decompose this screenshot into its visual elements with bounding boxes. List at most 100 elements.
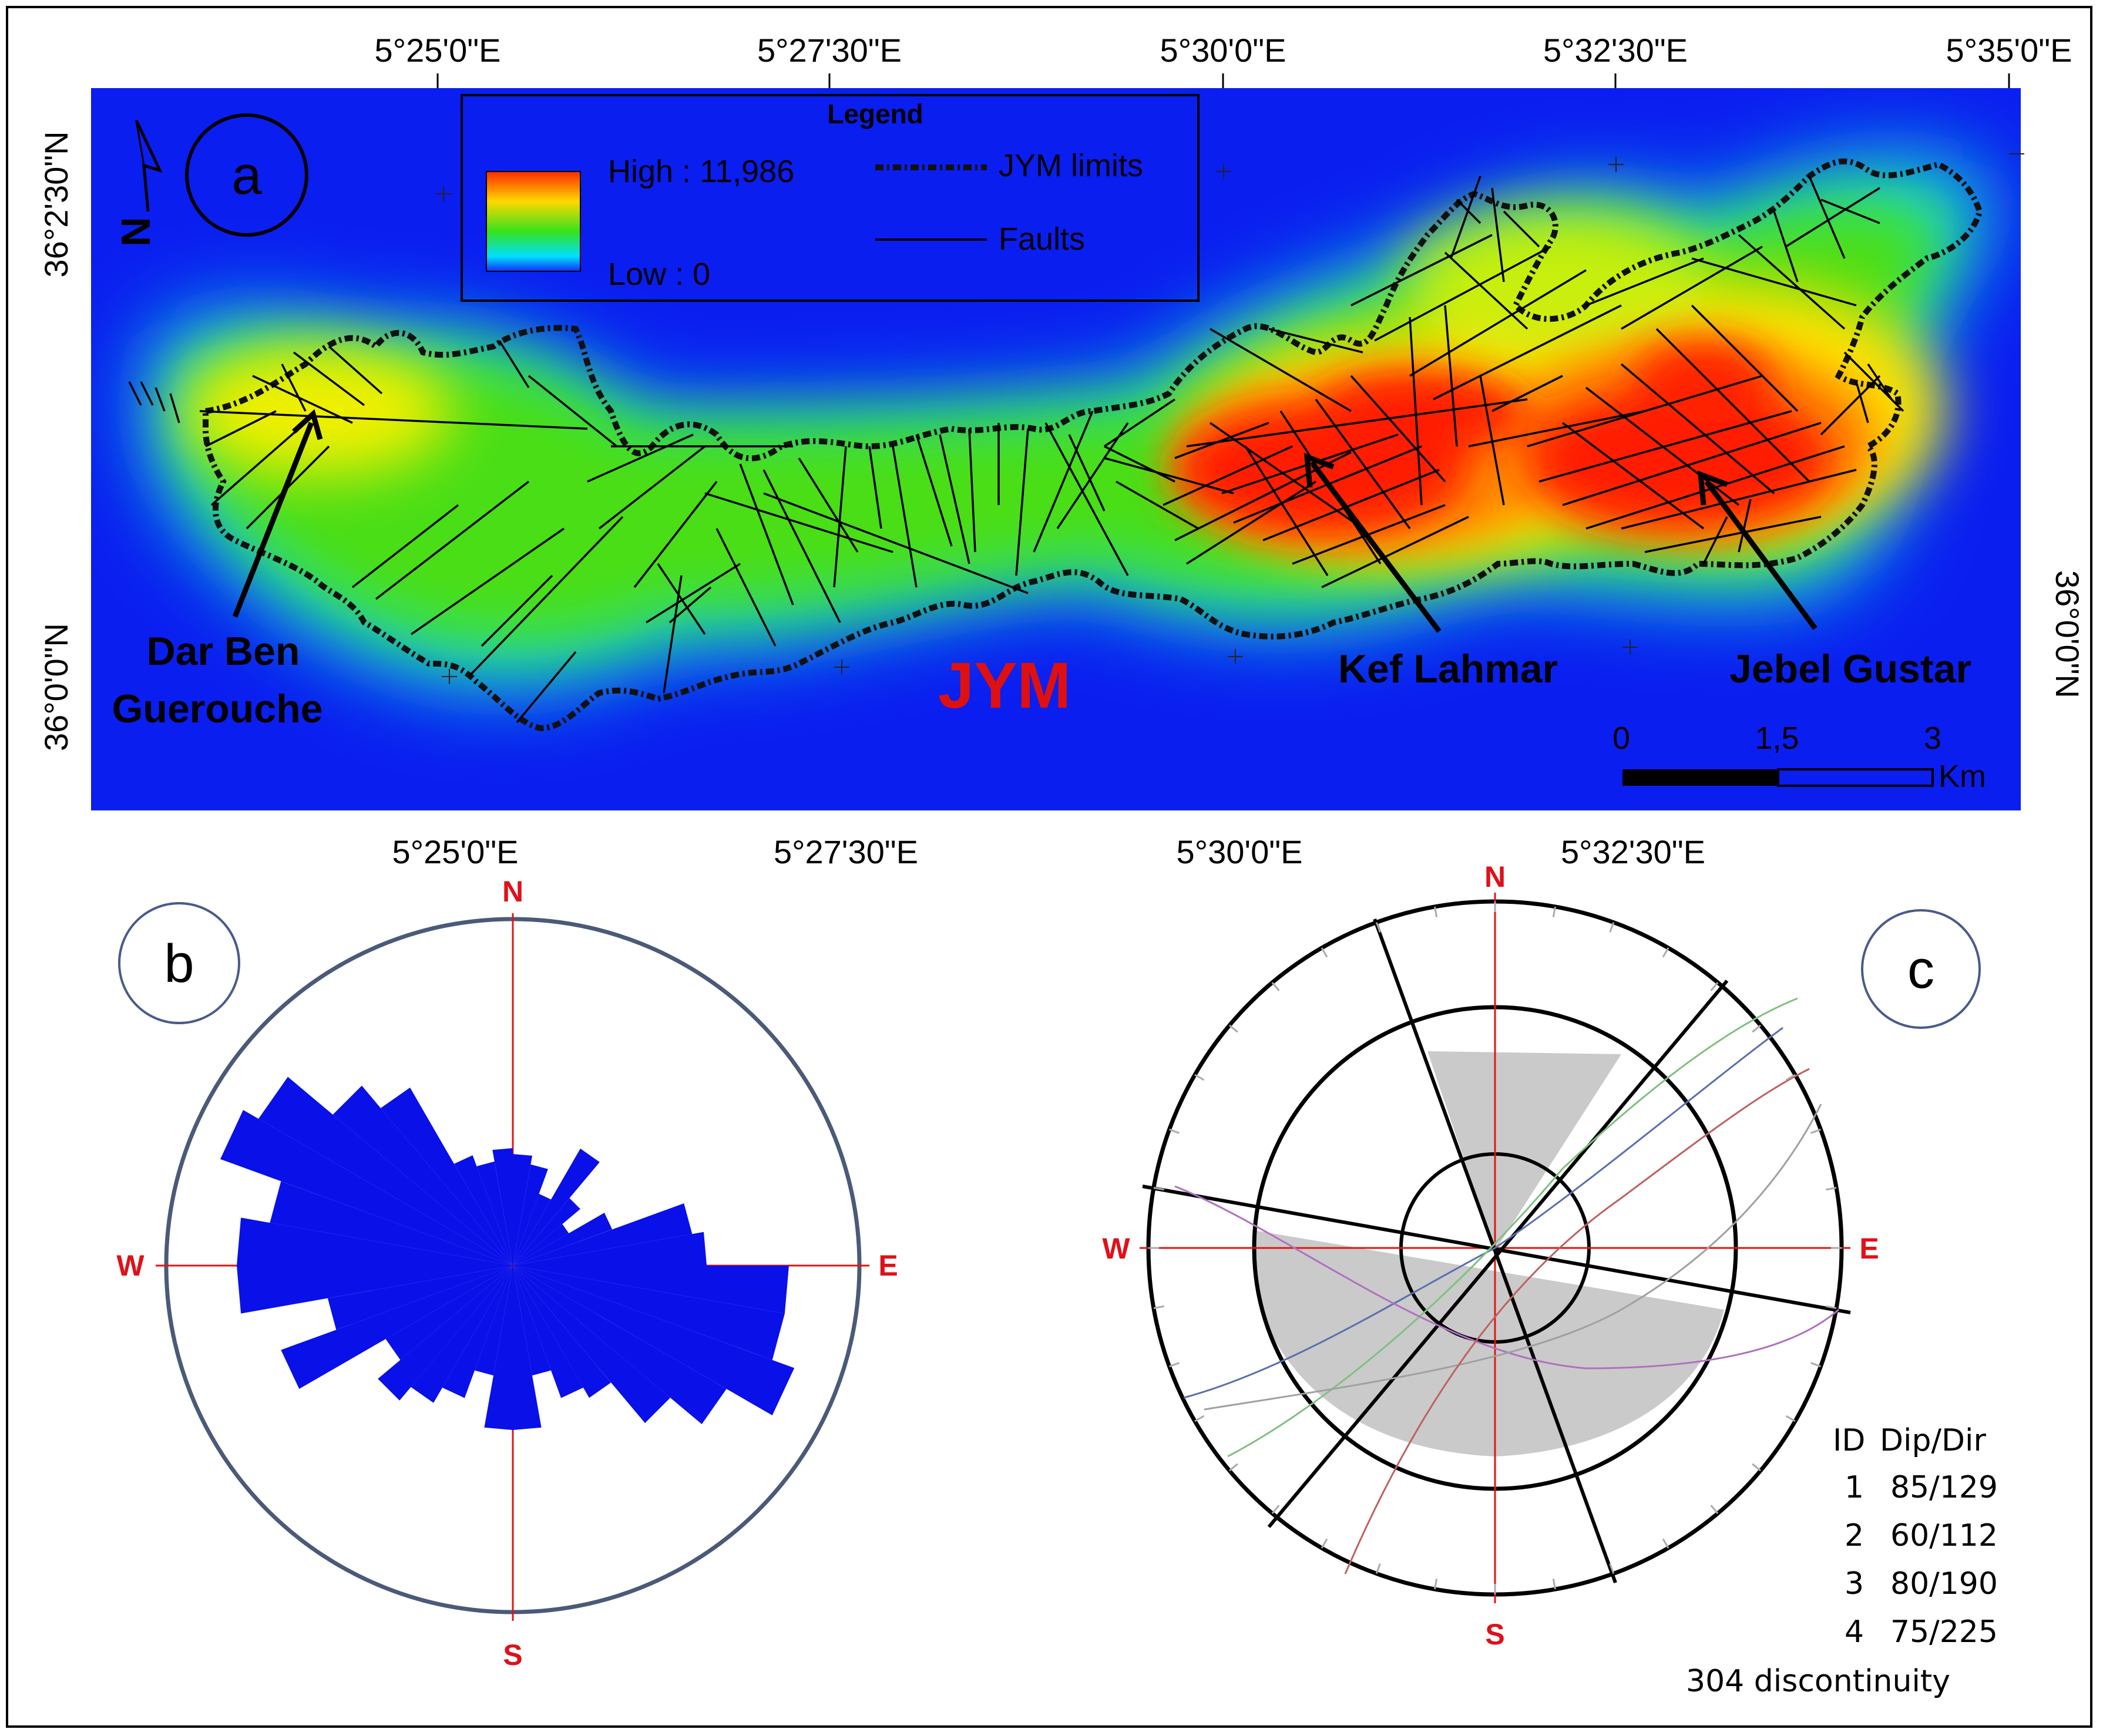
label-dar-ben: Dar Ben [147, 629, 300, 674]
legend: Legend High : 11,986 Low : 0 JYM limits … [461, 94, 1200, 302]
stereonet-tick [1609, 922, 1615, 933]
rose-petal [411, 1266, 513, 1403]
stereonet-tick [1153, 1187, 1164, 1191]
panel-b-circle [118, 902, 240, 1024]
table-footer: 304 discontinuity [1686, 1664, 1950, 1699]
rose-petal [513, 1266, 542, 1430]
svg-text:5°27'30"E: 5°27'30"E [757, 32, 902, 69]
rose-petal [492, 1148, 513, 1266]
coord-labels-left: 36°2'30"N 36°0'0"N [38, 131, 75, 751]
rose-petal [385, 1266, 513, 1360]
rose-petal [513, 1266, 612, 1398]
stereonet-tick [1785, 1074, 1796, 1081]
rose-petal [454, 1155, 513, 1266]
rose-petal [220, 1110, 513, 1266]
stereonet-tick [1752, 1463, 1761, 1472]
stereonet-tick [1375, 1563, 1381, 1574]
rose-petals [220, 1076, 795, 1430]
svg-text:5°25'0"E: 5°25'0"E [392, 833, 519, 870]
stereonet: N S W E [1102, 860, 1879, 1651]
stereonet-tick [1229, 1463, 1238, 1472]
rose-n: N [502, 875, 523, 908]
table-row-id: 1 [1845, 1470, 1864, 1505]
rose-petal [237, 1266, 513, 1314]
rose-petal [270, 1181, 513, 1266]
stereonet-tick [1710, 982, 1719, 991]
svg-text:N: N [113, 217, 159, 247]
legend-faults-label: Faults [999, 221, 1085, 257]
stereonet-tick [1194, 1074, 1205, 1081]
table-row-id: 2 [1845, 1518, 1864, 1553]
rose-petal [484, 1266, 513, 1430]
stereonet-tick [1609, 1563, 1615, 1574]
stereonet-tick [1375, 922, 1381, 933]
rose-petal [281, 1266, 513, 1389]
rose-petal [442, 1266, 513, 1398]
stereonet-tick [1153, 1305, 1164, 1309]
table-row-dipdir: 60/112 [1890, 1518, 1998, 1553]
stereonet-tick [1662, 1538, 1669, 1549]
rose-petal [513, 1266, 795, 1415]
rose-petal [513, 1266, 671, 1424]
table-row-dipdir: 75/225 [1890, 1614, 1998, 1650]
svg-text:5°30'0"E: 5°30'0"E [1160, 32, 1286, 69]
top-ticks [436, 73, 2010, 88]
stereonet-tick [1271, 1505, 1280, 1514]
stereonet-tick [1194, 1415, 1205, 1422]
rose-e: E [878, 1249, 898, 1282]
coord-labels-bottom: 5°25'0"E 5°27'30"E 5°30'0"E 5°32'30"E [392, 833, 1705, 870]
figure-frame [6, 6, 2092, 1728]
table-header-dipdir: Dip/Dir [1880, 1423, 1987, 1458]
stereonet-tick [1752, 1024, 1761, 1033]
rose-petal [513, 1266, 789, 1314]
stereo-w: W [1102, 1232, 1130, 1265]
stereonet-tick [1662, 947, 1669, 958]
svg-text:36°0'0"N: 36°0'0"N [2049, 570, 2086, 698]
table-row-dipdir: 85/129 [1890, 1470, 1998, 1505]
rose-petal [327, 1266, 513, 1330]
rose-petal [258, 1076, 513, 1266]
stereonet-tick [1271, 982, 1280, 991]
jym-limits-boundary [203, 158, 1983, 732]
north-arrow-icon: N [113, 119, 163, 247]
rose-petal [513, 1224, 569, 1266]
label-jym: JYM [938, 650, 1071, 722]
rose-petal [513, 1164, 548, 1266]
label-jebel-gustar: Jebel Gustar [1729, 647, 1971, 691]
table-row-dipdir: 80/190 [1890, 1566, 1998, 1602]
stereonet-tick [1229, 1024, 1238, 1033]
rose-petal [475, 1266, 513, 1376]
stereonet-tick [1826, 1305, 1837, 1309]
legend-color-ramp [486, 171, 581, 272]
stereonet-tick [1552, 906, 1556, 917]
stereonet-tick [1434, 1579, 1438, 1590]
stereonet-tick [1810, 1128, 1821, 1134]
stereonet-tick [1785, 1415, 1796, 1422]
stereonet-tick [1169, 1362, 1180, 1368]
panel-c-circle [1861, 909, 1981, 1029]
svg-text:5°32'30"E: 5°32'30"E [1543, 32, 1688, 69]
rose-petal [513, 1203, 693, 1266]
rose-petal [513, 1198, 580, 1266]
scale-bar: 0 1,5 3 Km [1612, 721, 1986, 794]
rose-petal [332, 1085, 513, 1266]
legend-low: Low : 0 [608, 257, 710, 292]
stereonet-tick [1321, 947, 1328, 958]
legend-high: High : 11,986 [608, 154, 794, 189]
stereonet-tick [1710, 1505, 1719, 1514]
table-header-id: ID [1833, 1423, 1865, 1458]
faults-network [128, 176, 1904, 724]
rose-petal [476, 1161, 513, 1266]
rose-petal [237, 1217, 513, 1266]
rose-petal [381, 1087, 513, 1266]
stereonet-tick [1169, 1128, 1180, 1134]
rose-diagram: N S W E [116, 875, 898, 1671]
svg-text:5°35'0"E: 5°35'0"E [1946, 32, 2072, 69]
svg-text:0: 0 [1612, 721, 1630, 756]
svg-text:5°32'30"E: 5°32'30"E [1561, 833, 1705, 870]
rose-petal [378, 1266, 513, 1401]
rose-petal [513, 1266, 551, 1376]
rose-petal [513, 1266, 727, 1424]
table-row-id: 3 [1845, 1566, 1864, 1602]
